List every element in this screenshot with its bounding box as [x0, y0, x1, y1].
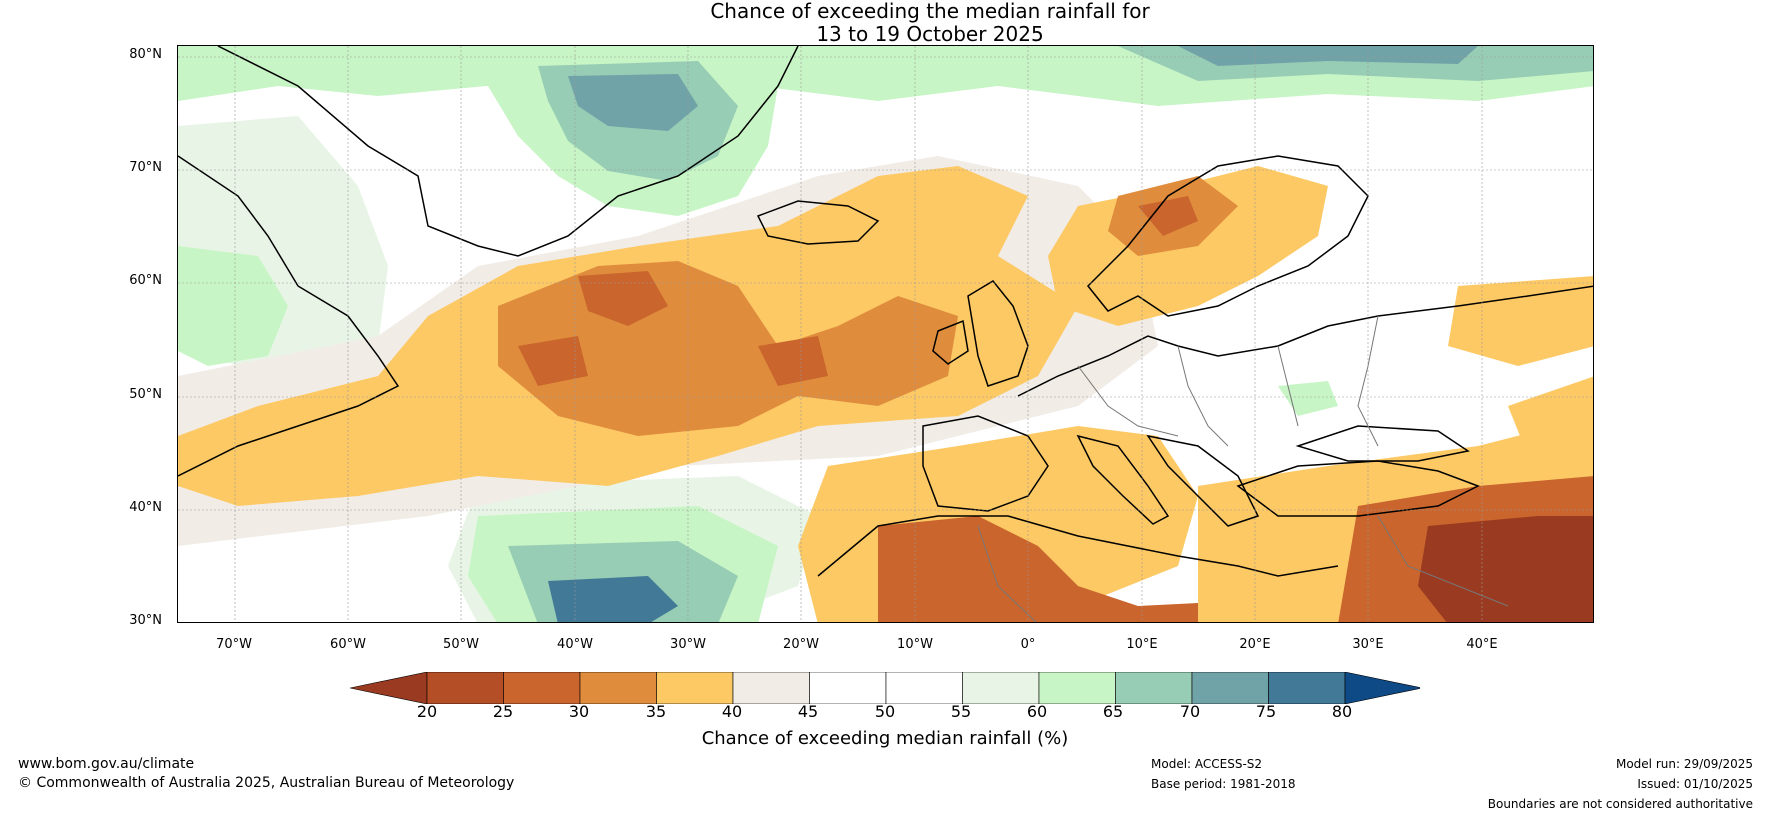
orange-region-russia	[1448, 276, 1593, 366]
greenland-coast	[217, 46, 799, 257]
lat-label-70n: 70°N	[129, 160, 162, 175]
lon-label-0: 0°	[1020, 637, 1036, 652]
lon-label-20w: 20°W	[783, 637, 819, 652]
colorbar-tick-40: 40	[721, 702, 743, 721]
colorbar-bin-60-65	[1038, 672, 1116, 704]
europe-coast	[1017, 285, 1593, 397]
colorbar-extend-low	[350, 672, 428, 704]
colorbar-bin-20-25	[426, 672, 504, 704]
colorbar-title: Chance of exceeding median rainfall (%)	[701, 728, 1069, 749]
colorbar-bin-65-70	[1115, 672, 1193, 704]
turkey-coast	[1236, 460, 1480, 517]
colorbar-bin-40-45	[732, 672, 810, 704]
lat-label-60n: 60°N	[129, 273, 162, 288]
blue-region-azores	[548, 576, 678, 622]
colorbar-tick-70: 70	[1179, 702, 1201, 721]
colorbar-bin-70-75	[1191, 672, 1269, 704]
colorbar-tick-35: 35	[645, 702, 667, 721]
colorbar-tick-80: 80	[1331, 702, 1353, 721]
title-line-2: 13 to 19 October 2025	[816, 22, 1044, 46]
wet-anomaly-layer	[178, 46, 1593, 622]
orange-region-caspian	[1508, 376, 1593, 466]
colorbar-bin-35-40	[656, 672, 734, 704]
brown-region-north-africa	[878, 516, 1275, 622]
border-europe-3	[1277, 345, 1299, 427]
map-svg	[178, 46, 1593, 622]
colorbar	[350, 672, 1420, 704]
map-title: Chance of exceeding the median rainfall …	[0, 0, 1770, 46]
black-sea-coast	[1295, 425, 1470, 462]
colorbar-tick-60: 60	[1026, 702, 1048, 721]
rainfall-map[interactable]	[177, 45, 1594, 623]
model-text: Model: ACCESS-S2	[1151, 757, 1263, 771]
great-britain-coast	[967, 280, 1029, 387]
coastline-layer	[178, 46, 1593, 577]
lon-label-50w: 50°W	[443, 637, 479, 652]
colorbar-bin-25-30	[503, 672, 581, 704]
lon-label-40e: 40°E	[1466, 637, 1498, 652]
iceland-coast	[756, 200, 880, 245]
colorbar-tick-30: 30	[568, 702, 590, 721]
colorbar-tick-25: 25	[492, 702, 514, 721]
lon-label-20e: 20°E	[1239, 637, 1271, 652]
title-line-1: Chance of exceeding the median rainfall …	[710, 0, 1150, 23]
border-europe-2	[1177, 345, 1229, 447]
colorbar-bin-45-50	[809, 672, 887, 704]
dry-anomaly-layer	[178, 156, 1593, 622]
colorbar-tick-55: 55	[950, 702, 972, 721]
lat-label-30n: 30°N	[129, 613, 162, 628]
balkans-greece-coast	[1146, 434, 1260, 527]
issued-text: Issued: 01/10/2025	[1637, 777, 1753, 791]
border-africa	[977, 525, 1037, 622]
lat-label-40n: 40°N	[129, 500, 162, 515]
colorbar-tick-20: 20	[416, 702, 438, 721]
disclaimer-text: Boundaries are not considered authoritat…	[1487, 797, 1753, 811]
graticule-layer	[178, 46, 1593, 622]
model-run-text: Model run: 29/09/2025	[1615, 757, 1753, 771]
italy-coast	[1076, 434, 1170, 525]
colorbar-tick-75: 75	[1255, 702, 1277, 721]
colorbar-bin-55-60	[962, 672, 1040, 704]
colorbar-tick-65: 65	[1102, 702, 1124, 721]
copyright-text: © Commonwealth of Australia 2025, Austra…	[18, 775, 515, 791]
lon-label-10e: 10°E	[1126, 637, 1158, 652]
colorbar-tick-45: 45	[797, 702, 819, 721]
scandinavia-coast	[1086, 155, 1369, 317]
lon-label-30w: 30°W	[670, 637, 706, 652]
brown-region-north-atlantic	[518, 271, 828, 386]
border-middle-east	[1377, 515, 1509, 607]
colorbar-extend-high	[1344, 672, 1420, 704]
lat-label-80n: 80°N	[129, 47, 162, 62]
canada-coast	[178, 155, 400, 477]
lon-label-30e: 30°E	[1352, 637, 1384, 652]
teal-dark-svalbard	[1178, 46, 1478, 66]
north-africa-coast	[817, 515, 1339, 577]
dark-brown-middle-east	[1418, 516, 1593, 622]
teal-dark-greenland-sea	[568, 74, 698, 131]
base-period-text: Base period: 1981-2018	[1151, 777, 1296, 791]
border-europe-1	[1077, 365, 1179, 437]
brown-region-scandinavia	[1138, 196, 1198, 236]
website-link[interactable]: www.bom.gov.au/climate	[18, 756, 195, 772]
colorbar-bin-75-80	[1268, 672, 1346, 704]
colorbar-bin-30-35	[579, 672, 657, 704]
lat-label-50n: 50°N	[129, 387, 162, 402]
lon-label-40w: 40°W	[557, 637, 593, 652]
ireland-coast	[932, 319, 969, 365]
lon-label-60w: 60°W	[330, 637, 366, 652]
lon-label-70w: 70°W	[216, 637, 252, 652]
green-region-labrador	[178, 246, 288, 366]
colorbar-tick-50: 50	[874, 702, 896, 721]
lon-label-10w: 10°W	[897, 637, 933, 652]
colorbar-bin-50-55	[885, 672, 963, 704]
